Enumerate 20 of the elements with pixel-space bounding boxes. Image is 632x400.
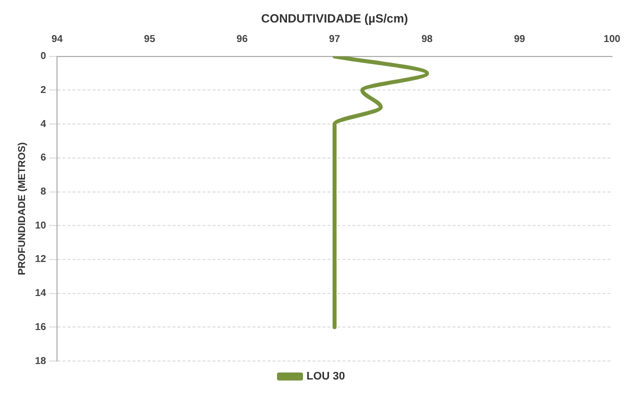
x-tick-label: 97	[329, 34, 341, 46]
y-tick-label: 16	[35, 322, 47, 333]
x-tick-label: 100	[604, 34, 621, 46]
x-axis-title: CONDUTIVIDADE (µS/cm)	[261, 12, 408, 26]
y-tick-label: 0	[40, 51, 47, 62]
x-tick-label: 94	[52, 34, 64, 46]
y-tick-label: 4	[40, 118, 47, 130]
y-tick-label: 8	[40, 186, 47, 198]
x-tick-label: 95	[144, 34, 156, 46]
y-tick-label: 14	[35, 288, 47, 300]
y-tick-label: 10	[35, 220, 47, 232]
y-tick-label: 6	[40, 152, 47, 164]
y-tick-label: 12	[35, 254, 47, 266]
y-tick-label: 18	[35, 356, 47, 367]
y-axis-title: PROFUNDIDADE (METROS)	[16, 142, 28, 276]
legend-label: LOU 30	[306, 370, 346, 383]
x-tick-label: 99	[514, 34, 526, 46]
x-tick-label: 96	[236, 34, 248, 46]
y-tick-label: 2	[40, 84, 47, 96]
x-tick-label: 98	[421, 34, 434, 46]
